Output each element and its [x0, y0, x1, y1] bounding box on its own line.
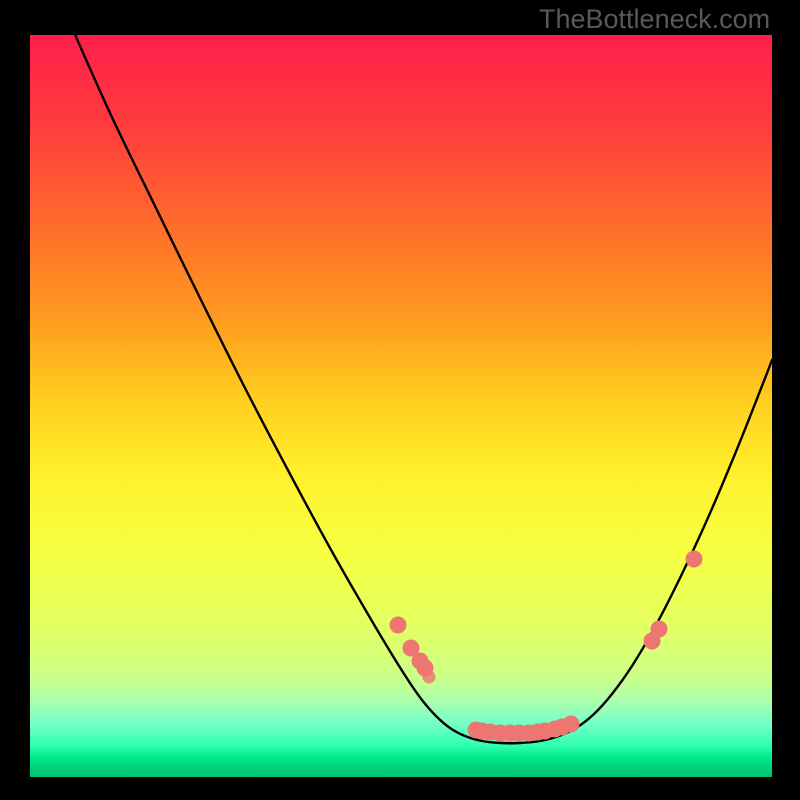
data-marker	[686, 551, 703, 568]
plot-area	[30, 35, 772, 777]
data-marker	[390, 617, 407, 634]
data-marker	[651, 621, 668, 638]
data-marker	[423, 671, 436, 684]
watermark-text: TheBottleneck.com	[539, 4, 770, 35]
data-marker	[562, 716, 579, 733]
